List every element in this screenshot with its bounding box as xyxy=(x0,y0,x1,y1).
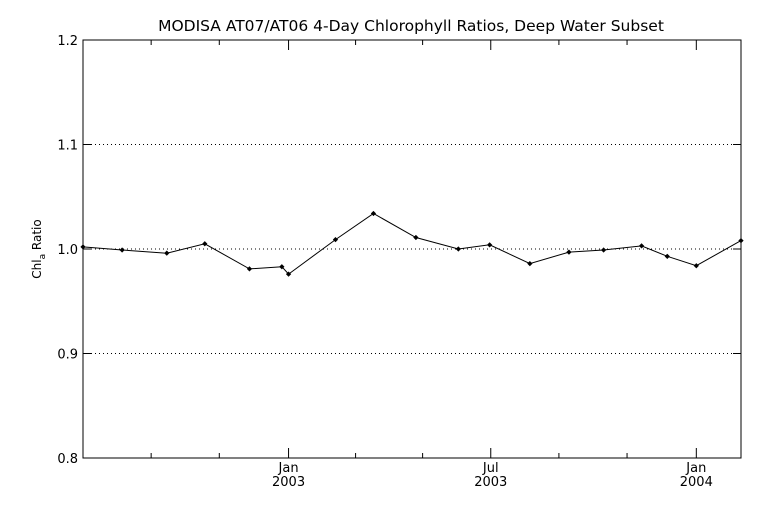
data-point xyxy=(600,247,607,253)
y-tick-label: 1.2 xyxy=(57,34,78,49)
y-tick-label: 0.9 xyxy=(57,348,78,363)
x-tick-label-year: 2004 xyxy=(680,475,713,490)
y-axis-label: Chla Ratio xyxy=(30,219,48,278)
data-point xyxy=(246,266,253,272)
data-series xyxy=(80,210,744,277)
data-point xyxy=(332,236,339,243)
y-axis: 0.8 0.9 1.0 1.1 1.2 xyxy=(57,34,741,467)
y-axis-label-main: Chl xyxy=(30,259,44,278)
data-point xyxy=(664,253,670,259)
grid xyxy=(83,144,741,354)
y-axis-label-subscript: a xyxy=(38,254,48,260)
y-tick-label: 1.0 xyxy=(57,243,78,258)
x-tick-label-year: 2003 xyxy=(272,475,305,490)
data-point xyxy=(279,264,285,270)
data-point xyxy=(693,263,699,269)
data-point xyxy=(80,244,86,250)
x-tick-label-year: 2003 xyxy=(474,475,507,490)
data-point xyxy=(738,238,744,244)
series-line xyxy=(82,212,742,275)
data-point xyxy=(119,247,125,253)
data-point xyxy=(638,243,645,249)
data-point xyxy=(566,249,572,255)
y-axis-label-suffix: Ratio xyxy=(30,219,44,254)
data-point xyxy=(370,210,377,217)
data-point xyxy=(202,241,208,247)
x-tick-label-month: Jan xyxy=(685,461,706,476)
data-point xyxy=(164,250,170,256)
x-tick-label-month: Jan xyxy=(278,461,299,476)
data-point xyxy=(455,246,461,252)
y-tick-label: 1.1 xyxy=(57,139,78,154)
data-point xyxy=(285,271,292,277)
data-point xyxy=(487,242,493,248)
y-tick-label: 0.8 xyxy=(57,452,78,467)
x-tick-label-month: Jul xyxy=(482,461,499,476)
data-point xyxy=(413,234,419,241)
data-point xyxy=(527,261,533,267)
chart-title: MODISA AT07/AT06 4-Day Chlorophyll Ratio… xyxy=(158,17,664,35)
